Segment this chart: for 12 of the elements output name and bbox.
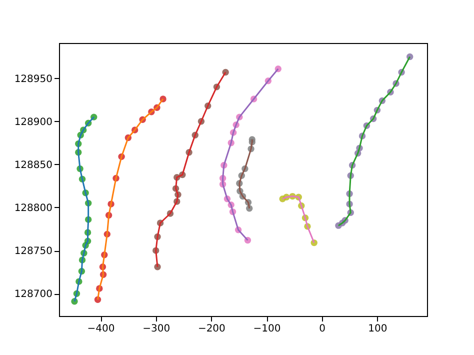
x-tick-label: −300	[142, 324, 170, 334]
x-tick-label: −200	[198, 324, 226, 334]
y-tick-label: 128900	[14, 116, 52, 128]
x-tick-label: −400	[87, 324, 115, 334]
x-tick-label: 100	[368, 324, 388, 334]
y-tick-label: 128700	[14, 289, 52, 300]
y-tick-label: 128800	[14, 202, 52, 214]
y-tick-label: 128950	[14, 74, 52, 85]
y-tick-label: 128850	[14, 160, 52, 171]
x-tick-label: 0	[319, 324, 326, 334]
x-tick-label: −100	[253, 324, 281, 334]
y-tick-label: 128750	[14, 246, 52, 258]
